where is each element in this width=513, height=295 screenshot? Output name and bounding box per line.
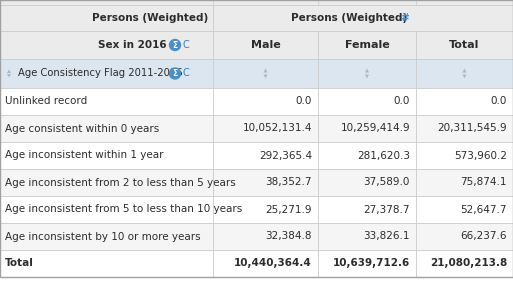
Text: 10,259,414.9: 10,259,414.9 [340, 124, 410, 134]
Bar [318, 196, 416, 223]
Bar [416, 142, 513, 169]
Text: #: # [401, 13, 409, 23]
Polygon shape [7, 70, 11, 73]
Bar [0, 250, 213, 277]
Text: Age inconsistent by 10 or more years: Age inconsistent by 10 or more years [5, 232, 201, 242]
Bar [416, 31, 513, 59]
Bar [0, 88, 213, 115]
Polygon shape [365, 75, 369, 78]
Text: 66,237.6: 66,237.6 [461, 232, 507, 242]
Text: 33,826.1: 33,826.1 [364, 232, 410, 242]
Text: 32,384.8: 32,384.8 [266, 232, 312, 242]
Text: 10,052,131.4: 10,052,131.4 [243, 124, 312, 134]
Text: C: C [183, 68, 189, 78]
Bar [213, 59, 318, 88]
Text: Age Consistency Flag 2011-2016: Age Consistency Flag 2011-2016 [18, 68, 183, 78]
Text: 10,440,364.4: 10,440,364.4 [234, 258, 312, 268]
Polygon shape [463, 75, 466, 78]
Bar [416, 169, 513, 196]
Bar [318, 223, 416, 250]
Polygon shape [365, 68, 369, 73]
Text: Persons (Weighted): Persons (Weighted) [291, 13, 411, 23]
Bar [318, 142, 416, 169]
Text: 292,365.4: 292,365.4 [259, 150, 312, 160]
Polygon shape [7, 74, 11, 78]
Bar [318, 250, 416, 277]
Circle shape [169, 40, 181, 50]
Bar [416, 250, 513, 277]
Text: 20,311,545.9: 20,311,545.9 [438, 124, 507, 134]
Text: 0.0: 0.0 [393, 96, 410, 106]
Text: 21,080,213.8: 21,080,213.8 [430, 258, 507, 268]
Text: Total: Total [449, 40, 480, 50]
Bar [416, 115, 513, 142]
Bar [213, 31, 318, 59]
Text: Unlinked record: Unlinked record [5, 96, 87, 106]
Bar [416, 223, 513, 250]
Bar [213, 142, 318, 169]
Text: Age consistent within 0 years: Age consistent within 0 years [5, 124, 159, 134]
Bar [213, 5, 513, 31]
Bar [213, 169, 318, 196]
Text: Sex in 2016: Sex in 2016 [98, 40, 167, 50]
Bar [0, 196, 213, 223]
Text: 52,647.7: 52,647.7 [461, 204, 507, 214]
Bar [0, 115, 213, 142]
Text: Age inconsistent from 5 to less than 10 years: Age inconsistent from 5 to less than 10 … [5, 204, 242, 214]
Bar [213, 88, 318, 115]
Text: Total: Total [5, 258, 34, 268]
Bar [213, 250, 318, 277]
Text: C: C [183, 40, 189, 50]
Text: 27,378.7: 27,378.7 [364, 204, 410, 214]
Text: 281,620.3: 281,620.3 [357, 150, 410, 160]
Polygon shape [264, 68, 267, 73]
Polygon shape [463, 68, 466, 73]
Text: Female: Female [345, 40, 389, 50]
Text: Male: Male [251, 40, 281, 50]
Text: 25,271.9: 25,271.9 [266, 204, 312, 214]
Bar [0, 169, 213, 196]
Text: Σ: Σ [172, 40, 177, 50]
Text: Age inconsistent from 2 to less than 5 years: Age inconsistent from 2 to less than 5 y… [5, 178, 236, 188]
Bar [318, 169, 416, 196]
Bar [0, 5, 213, 31]
Text: 573,960.2: 573,960.2 [454, 150, 507, 160]
Bar [416, 196, 513, 223]
Circle shape [169, 68, 181, 79]
Bar [213, 115, 318, 142]
Text: 38,352.7: 38,352.7 [266, 178, 312, 188]
Text: Age inconsistent within 1 year: Age inconsistent within 1 year [5, 150, 164, 160]
Text: 10,639,712.6: 10,639,712.6 [333, 258, 410, 268]
Text: 0.0: 0.0 [295, 96, 312, 106]
Bar [416, 88, 513, 115]
Bar [318, 59, 416, 88]
Bar [318, 88, 416, 115]
Bar [0, 0, 213, 5]
Text: 0.0: 0.0 [490, 96, 507, 106]
Bar [318, 31, 416, 59]
Bar [213, 223, 318, 250]
Bar [213, 0, 318, 5]
Bar [0, 223, 213, 250]
Text: 37,589.0: 37,589.0 [364, 178, 410, 188]
Bar [416, 0, 513, 5]
Text: 75,874.1: 75,874.1 [461, 178, 507, 188]
Bar [416, 59, 513, 88]
Bar [318, 0, 416, 5]
Text: Σ: Σ [172, 69, 177, 78]
Bar [318, 115, 416, 142]
Polygon shape [264, 75, 267, 78]
Bar [0, 31, 213, 59]
Bar [213, 196, 318, 223]
Bar [0, 59, 213, 88]
Text: Persons (Weighted): Persons (Weighted) [92, 13, 208, 23]
Bar [0, 142, 213, 169]
